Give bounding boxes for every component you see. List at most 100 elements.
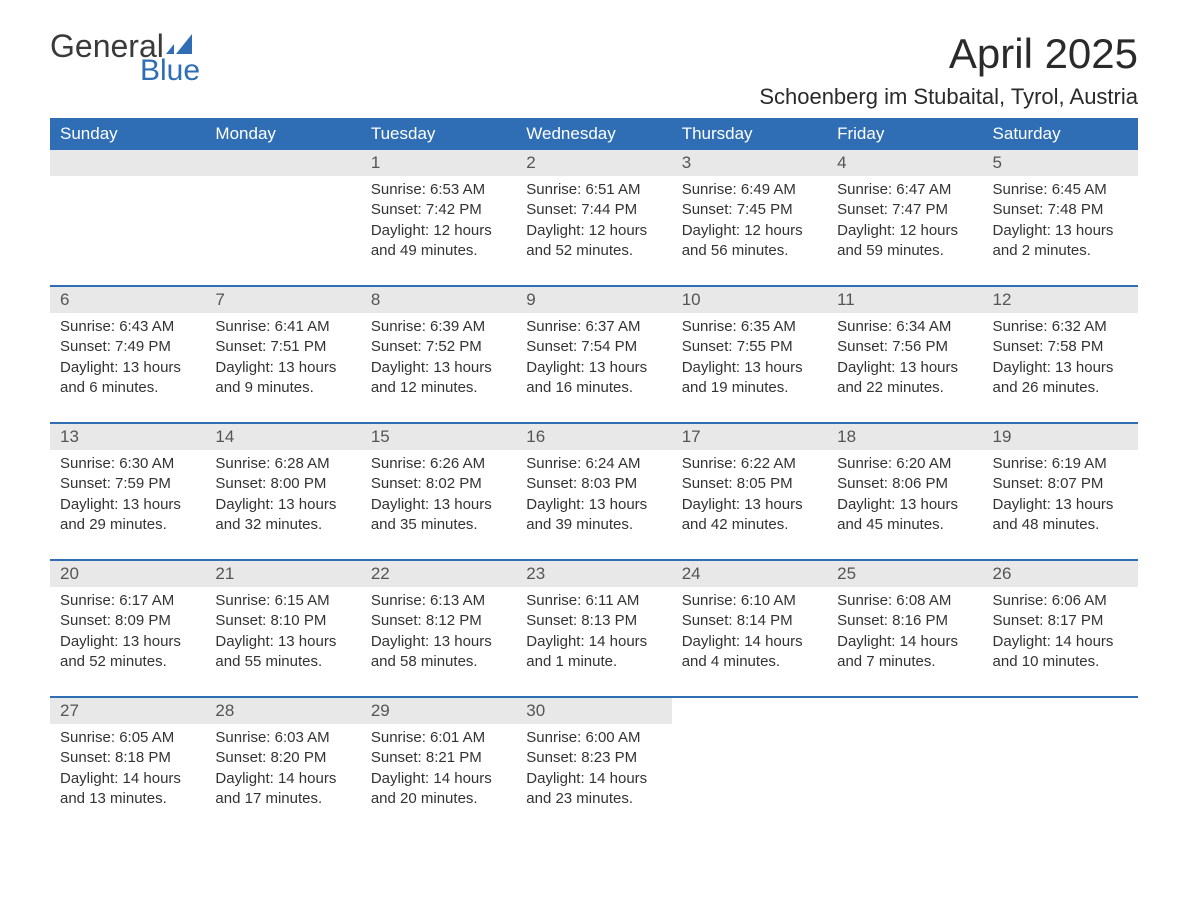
sunset-text: Sunset: 8:12 PM: [371, 611, 506, 631]
sunrise-text: Sunrise: 6:34 AM: [837, 317, 972, 337]
day-number: 11: [827, 287, 982, 313]
daylight-text-line1: Daylight: 13 hours: [837, 358, 972, 378]
sunrise-text: Sunrise: 6:43 AM: [60, 317, 195, 337]
daylight-text-line1: Daylight: 12 hours: [682, 221, 817, 241]
sunrise-text: Sunrise: 6:20 AM: [837, 454, 972, 474]
calendar-cell: 14Sunrise: 6:28 AMSunset: 8:00 PMDayligh…: [205, 423, 360, 560]
daylight-text-line2: and 35 minutes.: [371, 515, 506, 535]
calendar-cell: 10Sunrise: 6:35 AMSunset: 7:55 PMDayligh…: [672, 286, 827, 423]
calendar-cell: 24Sunrise: 6:10 AMSunset: 8:14 PMDayligh…: [672, 560, 827, 697]
day-number-empty: [205, 150, 360, 176]
calendar-cell: 6Sunrise: 6:43 AMSunset: 7:49 PMDaylight…: [50, 286, 205, 423]
day-content: Sunrise: 6:10 AMSunset: 8:14 PMDaylight:…: [672, 587, 827, 696]
sunrise-text: Sunrise: 6:51 AM: [526, 180, 661, 200]
sunrise-text: Sunrise: 6:10 AM: [682, 591, 817, 611]
day-content: Sunrise: 6:11 AMSunset: 8:13 PMDaylight:…: [516, 587, 671, 696]
day-number: 9: [516, 287, 671, 313]
day-content: Sunrise: 6:05 AMSunset: 8:18 PMDaylight:…: [50, 724, 205, 833]
day-number: 16: [516, 424, 671, 450]
sunrise-text: Sunrise: 6:15 AM: [215, 591, 350, 611]
daylight-text-line2: and 58 minutes.: [371, 652, 506, 672]
day-number: 17: [672, 424, 827, 450]
calendar-cell: 15Sunrise: 6:26 AMSunset: 8:02 PMDayligh…: [361, 423, 516, 560]
calendar-cell: 26Sunrise: 6:06 AMSunset: 8:17 PMDayligh…: [983, 560, 1138, 697]
calendar-cell: 30Sunrise: 6:00 AMSunset: 8:23 PMDayligh…: [516, 697, 671, 833]
day-content: Sunrise: 6:03 AMSunset: 8:20 PMDaylight:…: [205, 724, 360, 833]
calendar-cell: 19Sunrise: 6:19 AMSunset: 8:07 PMDayligh…: [983, 423, 1138, 560]
sunset-text: Sunset: 7:55 PM: [682, 337, 817, 357]
calendar-cell: 22Sunrise: 6:13 AMSunset: 8:12 PMDayligh…: [361, 560, 516, 697]
calendar-cell: [827, 697, 982, 833]
day-number: 2: [516, 150, 671, 176]
daylight-text-line2: and 49 minutes.: [371, 241, 506, 261]
sunrise-text: Sunrise: 6:35 AM: [682, 317, 817, 337]
day-content: Sunrise: 6:43 AMSunset: 7:49 PMDaylight:…: [50, 313, 205, 422]
calendar-cell: 5Sunrise: 6:45 AMSunset: 7:48 PMDaylight…: [983, 150, 1138, 286]
sunset-text: Sunset: 7:51 PM: [215, 337, 350, 357]
day-content: Sunrise: 6:39 AMSunset: 7:52 PMDaylight:…: [361, 313, 516, 422]
daylight-text-line1: Daylight: 14 hours: [526, 769, 661, 789]
sunset-text: Sunset: 8:03 PM: [526, 474, 661, 494]
daylight-text-line2: and 26 minutes.: [993, 378, 1128, 398]
sunset-text: Sunset: 8:05 PM: [682, 474, 817, 494]
sunset-text: Sunset: 8:10 PM: [215, 611, 350, 631]
day-number: 23: [516, 561, 671, 587]
sunset-text: Sunset: 8:09 PM: [60, 611, 195, 631]
calendar-cell: 4Sunrise: 6:47 AMSunset: 7:47 PMDaylight…: [827, 150, 982, 286]
calendar-cell: 2Sunrise: 6:51 AMSunset: 7:44 PMDaylight…: [516, 150, 671, 286]
daylight-text-line1: Daylight: 14 hours: [60, 769, 195, 789]
daylight-text-line1: Daylight: 13 hours: [215, 632, 350, 652]
calendar-week-row: 6Sunrise: 6:43 AMSunset: 7:49 PMDaylight…: [50, 286, 1138, 423]
daylight-text-line2: and 22 minutes.: [837, 378, 972, 398]
daylight-text-line2: and 13 minutes.: [60, 789, 195, 809]
day-content: Sunrise: 6:15 AMSunset: 8:10 PMDaylight:…: [205, 587, 360, 696]
daylight-text-line2: and 59 minutes.: [837, 241, 972, 261]
day-number: 24: [672, 561, 827, 587]
weekday-header: Wednesday: [516, 118, 671, 150]
sunrise-text: Sunrise: 6:39 AM: [371, 317, 506, 337]
daylight-text-line1: Daylight: 13 hours: [682, 358, 817, 378]
sunset-text: Sunset: 8:02 PM: [371, 474, 506, 494]
day-number: 30: [516, 698, 671, 724]
weekday-header: Thursday: [672, 118, 827, 150]
daylight-text-line1: Daylight: 13 hours: [60, 358, 195, 378]
sunset-text: Sunset: 8:07 PM: [993, 474, 1128, 494]
daylight-text-line1: Daylight: 14 hours: [682, 632, 817, 652]
sunrise-text: Sunrise: 6:13 AM: [371, 591, 506, 611]
sunset-text: Sunset: 8:06 PM: [837, 474, 972, 494]
day-content: Sunrise: 6:22 AMSunset: 8:05 PMDaylight:…: [672, 450, 827, 559]
day-number: 5: [983, 150, 1138, 176]
weekday-header-row: Sunday Monday Tuesday Wednesday Thursday…: [50, 118, 1138, 150]
day-number: 13: [50, 424, 205, 450]
day-number: 1: [361, 150, 516, 176]
calendar-cell: 21Sunrise: 6:15 AMSunset: 8:10 PMDayligh…: [205, 560, 360, 697]
calendar-cell: 9Sunrise: 6:37 AMSunset: 7:54 PMDaylight…: [516, 286, 671, 423]
sunrise-text: Sunrise: 6:53 AM: [371, 180, 506, 200]
calendar-cell: 1Sunrise: 6:53 AMSunset: 7:42 PMDaylight…: [361, 150, 516, 286]
sunset-text: Sunset: 8:23 PM: [526, 748, 661, 768]
day-number: 12: [983, 287, 1138, 313]
day-content: Sunrise: 6:35 AMSunset: 7:55 PMDaylight:…: [672, 313, 827, 422]
daylight-text-line2: and 55 minutes.: [215, 652, 350, 672]
sunset-text: Sunset: 8:13 PM: [526, 611, 661, 631]
calendar-cell: [983, 697, 1138, 833]
sunrise-text: Sunrise: 6:06 AM: [993, 591, 1128, 611]
day-content: Sunrise: 6:00 AMSunset: 8:23 PMDaylight:…: [516, 724, 671, 833]
sunset-text: Sunset: 7:45 PM: [682, 200, 817, 220]
day-content: Sunrise: 6:49 AMSunset: 7:45 PMDaylight:…: [672, 176, 827, 285]
sunrise-text: Sunrise: 6:32 AM: [993, 317, 1128, 337]
day-number: 8: [361, 287, 516, 313]
calendar-cell: 13Sunrise: 6:30 AMSunset: 7:59 PMDayligh…: [50, 423, 205, 560]
calendar-cell: 12Sunrise: 6:32 AMSunset: 7:58 PMDayligh…: [983, 286, 1138, 423]
sunset-text: Sunset: 8:21 PM: [371, 748, 506, 768]
calendar-cell: 25Sunrise: 6:08 AMSunset: 8:16 PMDayligh…: [827, 560, 982, 697]
daylight-text-line2: and 16 minutes.: [526, 378, 661, 398]
day-content: Sunrise: 6:32 AMSunset: 7:58 PMDaylight:…: [983, 313, 1138, 422]
day-content: Sunrise: 6:13 AMSunset: 8:12 PMDaylight:…: [361, 587, 516, 696]
daylight-text-line1: Daylight: 13 hours: [215, 358, 350, 378]
calendar-cell: 20Sunrise: 6:17 AMSunset: 8:09 PMDayligh…: [50, 560, 205, 697]
daylight-text-line1: Daylight: 13 hours: [837, 495, 972, 515]
day-number: 26: [983, 561, 1138, 587]
weekday-header: Sunday: [50, 118, 205, 150]
sunrise-text: Sunrise: 6:47 AM: [837, 180, 972, 200]
